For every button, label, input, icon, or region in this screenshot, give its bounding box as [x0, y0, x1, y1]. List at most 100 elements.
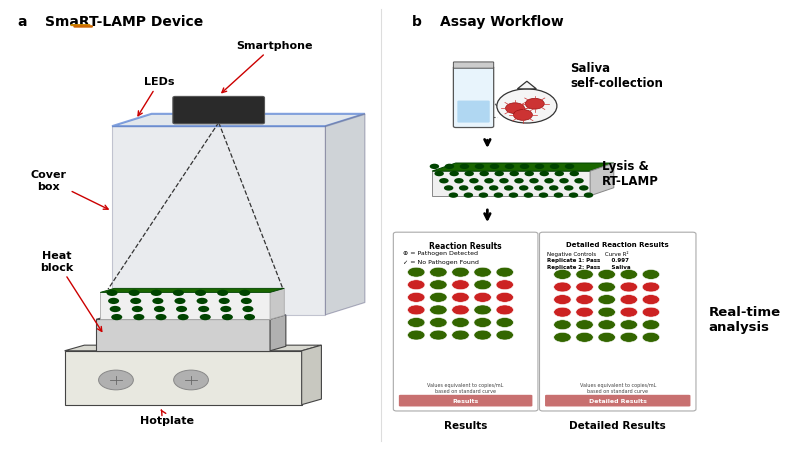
Text: b: b: [412, 15, 422, 29]
Circle shape: [155, 314, 166, 321]
Circle shape: [574, 179, 584, 184]
Text: Assay Workflow: Assay Workflow: [440, 15, 564, 29]
Circle shape: [130, 298, 142, 304]
Circle shape: [598, 295, 615, 305]
Circle shape: [106, 290, 118, 296]
Polygon shape: [96, 320, 270, 351]
Text: ⊕ = Pathogen Detected: ⊕ = Pathogen Detected: [403, 250, 478, 255]
Circle shape: [514, 179, 524, 184]
Circle shape: [530, 179, 538, 184]
Circle shape: [520, 164, 530, 170]
Polygon shape: [100, 289, 284, 293]
Circle shape: [469, 179, 478, 184]
Circle shape: [579, 186, 589, 191]
Circle shape: [554, 171, 564, 177]
Text: Reaction Results: Reaction Results: [430, 241, 502, 250]
Circle shape: [430, 280, 447, 290]
Circle shape: [484, 179, 494, 184]
Circle shape: [554, 193, 563, 198]
Circle shape: [434, 171, 444, 177]
Circle shape: [452, 280, 469, 290]
Polygon shape: [65, 345, 322, 351]
Circle shape: [642, 320, 660, 330]
Circle shape: [496, 293, 514, 303]
Circle shape: [642, 333, 660, 342]
Circle shape: [576, 295, 594, 305]
Circle shape: [569, 193, 578, 198]
Text: Lysis &
RT-LAMP: Lysis & RT-LAMP: [602, 160, 659, 188]
Circle shape: [642, 295, 660, 305]
Text: SmaRT-LAMP Device: SmaRT-LAMP Device: [45, 15, 203, 29]
Circle shape: [110, 306, 121, 313]
Circle shape: [504, 186, 514, 191]
Circle shape: [642, 270, 660, 280]
Circle shape: [539, 171, 549, 177]
FancyBboxPatch shape: [539, 233, 696, 411]
Circle shape: [564, 186, 574, 191]
Circle shape: [407, 293, 425, 303]
FancyBboxPatch shape: [454, 63, 494, 69]
Circle shape: [452, 267, 469, 277]
Circle shape: [176, 306, 187, 313]
Text: Saliva
self-collection: Saliva self-collection: [570, 61, 663, 89]
Circle shape: [549, 186, 558, 191]
Circle shape: [452, 293, 469, 303]
Polygon shape: [432, 172, 590, 196]
Text: ✓ = No Pathogen Found: ✓ = No Pathogen Found: [403, 259, 478, 264]
FancyBboxPatch shape: [545, 395, 690, 407]
Circle shape: [497, 90, 557, 124]
Text: Hotplate: Hotplate: [140, 410, 194, 425]
Text: Heat
block: Heat block: [40, 251, 102, 331]
Circle shape: [430, 318, 447, 328]
Text: Negative Controls     Curve R²: Negative Controls Curve R²: [546, 250, 628, 256]
Circle shape: [474, 305, 491, 315]
Circle shape: [150, 290, 162, 296]
Circle shape: [407, 280, 425, 290]
Circle shape: [576, 333, 594, 342]
Circle shape: [620, 270, 638, 280]
Circle shape: [134, 314, 145, 321]
Polygon shape: [65, 351, 302, 405]
Circle shape: [559, 179, 569, 184]
Circle shape: [554, 270, 571, 280]
Circle shape: [174, 370, 209, 390]
Circle shape: [550, 164, 559, 170]
Circle shape: [242, 306, 254, 313]
FancyBboxPatch shape: [394, 233, 538, 411]
Circle shape: [598, 308, 615, 318]
Circle shape: [510, 171, 519, 177]
Circle shape: [554, 320, 571, 330]
Circle shape: [496, 331, 514, 340]
Polygon shape: [302, 345, 322, 405]
Circle shape: [544, 179, 554, 184]
Circle shape: [111, 314, 122, 321]
Polygon shape: [518, 82, 536, 90]
Circle shape: [474, 267, 491, 277]
Text: Smartphone: Smartphone: [222, 41, 312, 93]
Polygon shape: [270, 315, 286, 351]
Circle shape: [450, 171, 459, 177]
Circle shape: [444, 186, 454, 191]
Polygon shape: [100, 293, 270, 320]
Circle shape: [197, 298, 208, 304]
Circle shape: [178, 314, 189, 321]
Text: Values equivalent to copies/mL
based on standard curve: Values equivalent to copies/mL based on …: [427, 382, 504, 393]
Circle shape: [474, 164, 484, 170]
Circle shape: [534, 164, 544, 170]
Circle shape: [576, 270, 594, 280]
Circle shape: [452, 318, 469, 328]
FancyBboxPatch shape: [173, 97, 265, 124]
Circle shape: [576, 320, 594, 330]
Circle shape: [430, 267, 447, 277]
Circle shape: [494, 171, 504, 177]
Polygon shape: [590, 164, 614, 196]
Circle shape: [642, 282, 660, 292]
Circle shape: [534, 186, 543, 191]
Circle shape: [576, 308, 594, 318]
Circle shape: [525, 171, 534, 177]
Circle shape: [407, 318, 425, 328]
Circle shape: [474, 331, 491, 340]
Circle shape: [474, 186, 483, 191]
Circle shape: [506, 104, 525, 115]
Circle shape: [620, 320, 638, 330]
